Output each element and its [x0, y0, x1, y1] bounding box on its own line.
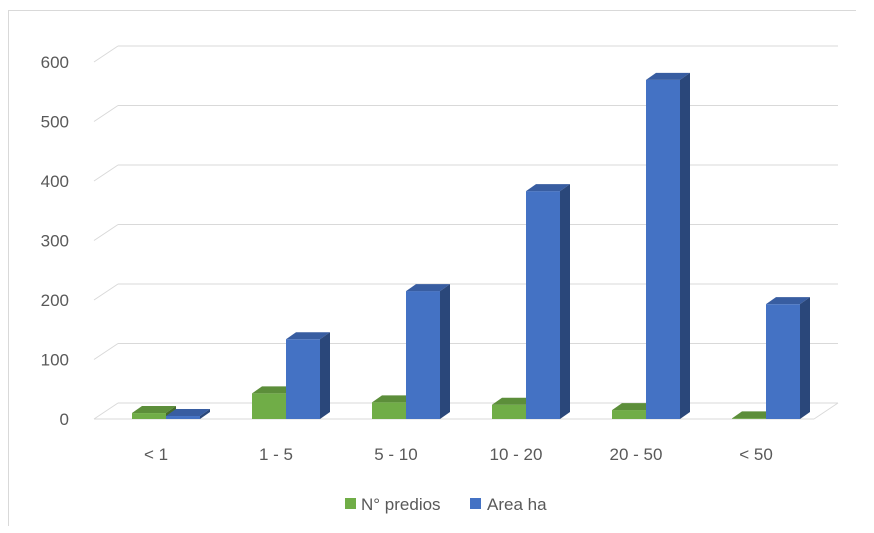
x-tick-label: < 50	[739, 445, 773, 464]
gridline-diagonal	[93, 45, 119, 63]
bar-area-ha	[286, 332, 330, 419]
legend: N° predios Area ha	[345, 495, 547, 514]
bar-area-ha	[766, 297, 810, 419]
gridline-diagonal	[93, 224, 119, 241]
gridline-diagonal	[93, 164, 119, 182]
bar-area-ha	[646, 72, 690, 419]
legend-label-area-ha: Area ha	[487, 495, 547, 514]
x-tick-label: < 1	[144, 445, 168, 464]
x-axis-ticks: < 1 1 - 5 5 - 10 10 - 20 20 - 50 < 50	[144, 445, 773, 464]
bar-area-ha	[166, 409, 210, 419]
y-tick-label: 200	[41, 291, 69, 310]
legend-label-n-predios: N° predios	[361, 495, 441, 514]
y-axis-ticks: 0 100 200 300 400 500 600	[41, 53, 69, 429]
gridline-diagonal	[93, 105, 119, 122]
y-tick-label: 100	[41, 351, 69, 370]
x-tick-label: 5 - 10	[374, 445, 417, 464]
chart-frame	[8, 10, 856, 526]
gridlines	[93, 45, 839, 420]
y-tick-label: 0	[60, 410, 69, 429]
legend-swatch-n-predios	[345, 498, 356, 509]
bar-area-ha	[406, 284, 450, 419]
y-tick-label: 500	[41, 113, 69, 132]
x-tick-label: 20 - 50	[610, 445, 663, 464]
gridline-diagonal	[93, 283, 119, 301]
y-tick-label: 300	[41, 232, 69, 251]
gridline-diagonal	[93, 343, 119, 360]
bar-area-ha	[526, 184, 570, 419]
bars	[132, 72, 810, 419]
y-tick-label: 600	[41, 53, 69, 72]
y-tick-label: 400	[41, 172, 69, 191]
gridline-diagonal	[93, 402, 119, 420]
x-tick-label: 10 - 20	[490, 445, 543, 464]
x-tick-label: 1 - 5	[259, 445, 293, 464]
legend-swatch-area-ha	[470, 498, 481, 509]
floor-side-edge	[813, 402, 839, 420]
